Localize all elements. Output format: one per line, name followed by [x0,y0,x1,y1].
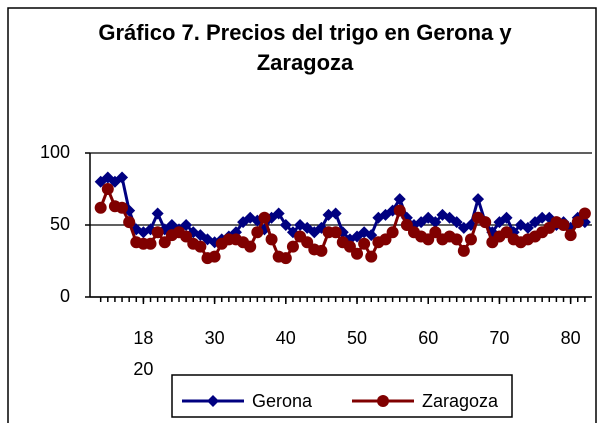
data-point [564,229,577,242]
x-tick-label: 40 [275,328,296,348]
data-point [429,216,442,229]
data-point [208,250,221,263]
data-point [500,211,513,224]
data-point [116,201,129,214]
data-point [557,219,570,231]
data-point [536,211,549,224]
data-point [450,216,463,229]
data-point [94,201,107,214]
data-point [258,211,271,224]
data-point [286,240,299,253]
data-point [151,207,164,220]
x-tick-label: 60 [418,328,439,348]
data-point [450,233,463,246]
x-tick-label: 30 [204,328,225,348]
data-point [393,204,406,217]
data-point [358,237,371,250]
y-tick-label: 100 [40,142,70,162]
data-point [365,250,378,263]
data-point [244,240,257,253]
data-point [329,226,342,239]
legend-label: Gerona [252,391,313,411]
data-point [578,207,591,220]
data-point [472,193,485,206]
data-point [571,216,584,229]
data-point [144,237,157,250]
chart-title: Gráfico 7. Precios del trigo en Gerona y… [98,20,512,75]
data-point [521,221,534,234]
data-point [329,207,342,220]
data-point [116,171,129,184]
data-point [351,247,364,260]
legend-marker [207,395,219,407]
y-tick-label: 50 [50,214,70,234]
x-tick-label: 18 20 [133,328,154,379]
x-tick-label: 70 [489,328,510,348]
data-point [279,252,292,265]
x-tick-label: 50 [347,328,368,348]
data-point [272,207,285,220]
data-point [123,216,136,229]
legend-marker [377,395,389,407]
data-point [457,244,470,257]
data-point [194,240,207,253]
legend: Gerona Zaragoza [171,374,513,418]
data-point [464,233,477,246]
legend-label: Zaragoza [422,391,499,411]
chart-frame [7,7,597,423]
data-point [101,183,114,195]
data-point [251,226,264,239]
data-point [279,219,292,231]
data-point [393,193,406,206]
y-tick-label: 0 [60,286,70,306]
data-point [265,233,278,246]
data-point [151,226,164,239]
data-point [479,216,492,229]
data-point [315,244,328,257]
data-point [386,226,399,239]
x-tick-label: 80 [560,328,581,348]
legend-box [171,374,513,418]
